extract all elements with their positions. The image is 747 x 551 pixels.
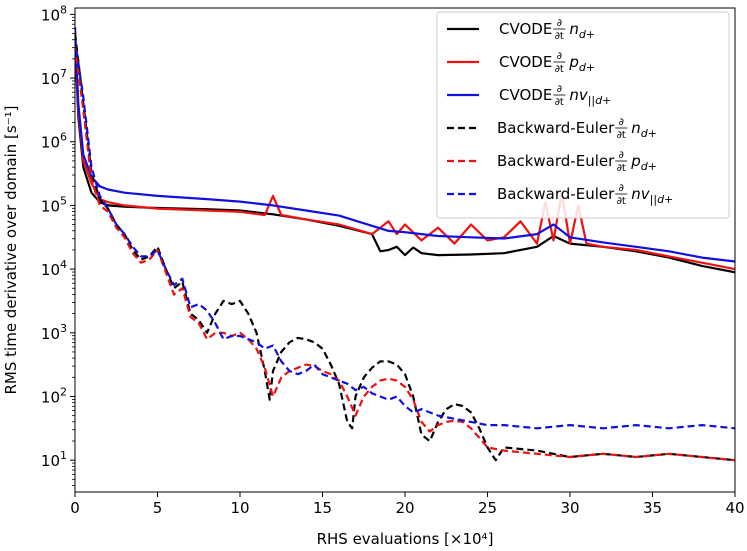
series-line-4 bbox=[75, 33, 735, 462]
x-tick-label: 10 bbox=[230, 499, 249, 517]
legend-variable: pd+ bbox=[568, 53, 595, 74]
legend-partial-numerator: ∂ bbox=[557, 18, 562, 29]
y-tick-label: 102 bbox=[41, 385, 67, 406]
plot-lines bbox=[75, 27, 735, 462]
legend-entry-label: Backward-Euler bbox=[497, 185, 615, 203]
legend-variable: nv||d+ bbox=[569, 86, 611, 107]
legend-partial-numerator: ∂ bbox=[557, 84, 562, 95]
legend-variable: nv||d+ bbox=[631, 185, 673, 206]
legend-entry-label: Backward-Euler bbox=[497, 119, 615, 137]
x-tick-label: 40 bbox=[725, 499, 744, 517]
y-tick-label: 101 bbox=[41, 449, 67, 470]
x-tick-label: 20 bbox=[395, 499, 414, 517]
x-tick-label: 5 bbox=[153, 499, 163, 517]
legend-box bbox=[436, 11, 730, 219]
legend-entry-label: CVODE bbox=[499, 86, 552, 104]
legend-partial-denominator: ∂t bbox=[617, 130, 626, 141]
legend-partial-denominator: ∂t bbox=[617, 196, 626, 207]
x-axis-ticks: 0 5 10 15 20 25 30 35 40 bbox=[70, 492, 745, 517]
x-tick-label: 35 bbox=[643, 499, 662, 517]
x-axis-label: RHS evaluations [×10⁴] bbox=[317, 530, 494, 548]
legend: CVODE ∂ ∂t nd+ CVODE ∂ ∂t pd+ CVODE ∂ ∂t nv||d+ B… bbox=[436, 11, 730, 219]
legend-variable: pd+ bbox=[630, 152, 657, 173]
legend-variable: nd+ bbox=[631, 119, 657, 140]
x-tick-label: 15 bbox=[313, 499, 332, 517]
legend-partial-denominator: ∂t bbox=[555, 31, 564, 42]
legend-partial-denominator: ∂t bbox=[555, 97, 564, 108]
y-tick-label: 103 bbox=[41, 322, 67, 343]
legend-partial-denominator: ∂t bbox=[555, 64, 564, 75]
legend-partial-numerator: ∂ bbox=[619, 117, 624, 128]
y-axis-ticks: 101 102 103 104 105 106 107 108 bbox=[41, 3, 75, 486]
legend-entry-label: Backward-Euler bbox=[497, 152, 615, 170]
y-tick-label: 106 bbox=[41, 131, 67, 152]
legend-entry-label: CVODE bbox=[499, 53, 552, 71]
series-line-6 bbox=[75, 39, 735, 430]
series-line-3 bbox=[75, 27, 735, 263]
legend-partial-numerator: ∂ bbox=[619, 150, 624, 161]
y-tick-label: 108 bbox=[41, 3, 67, 24]
y-tick-label: 104 bbox=[41, 258, 67, 279]
legend-partial-numerator: ∂ bbox=[619, 183, 624, 194]
x-tick-label: 0 bbox=[70, 499, 80, 517]
y-axis-label: RMS time derivative over domain [s⁻¹] bbox=[2, 106, 20, 395]
legend-variable: nd+ bbox=[569, 20, 595, 41]
y-tick-label: 105 bbox=[41, 194, 67, 215]
legend-entry-label: CVODE bbox=[499, 20, 552, 38]
y-tick-label: 107 bbox=[41, 67, 67, 88]
x-tick-label: 30 bbox=[560, 499, 579, 517]
x-tick-label: 25 bbox=[478, 499, 497, 517]
legend-partial-numerator: ∂ bbox=[557, 51, 562, 62]
legend-partial-denominator: ∂t bbox=[617, 163, 626, 174]
